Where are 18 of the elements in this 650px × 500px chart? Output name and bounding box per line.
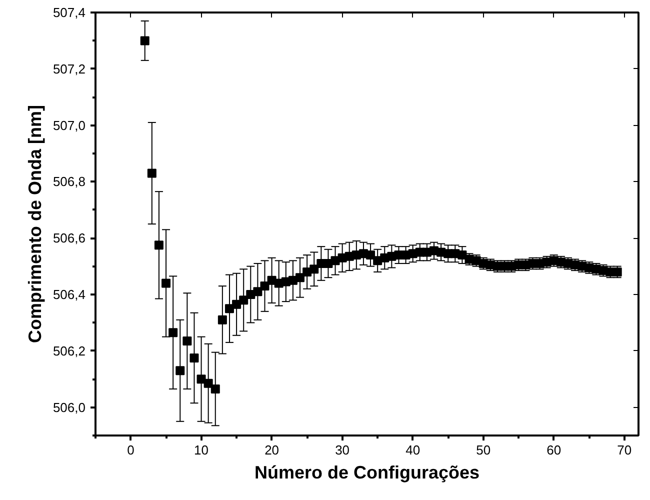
x-tick-label: 0: [127, 442, 134, 458]
x-tick-label: 40: [406, 442, 420, 458]
y-axis-title: Comprimento de Onda [nm]: [24, 105, 45, 343]
y-tick-label: 507,0: [52, 118, 86, 133]
y-tick-label: 506,8: [52, 174, 86, 190]
x-tick-label: 20: [264, 442, 280, 458]
x-tick-label: 10: [194, 442, 209, 458]
x-tick-label: 50: [476, 442, 491, 458]
y-tick-label: 507,4: [52, 5, 86, 20]
y-tick-label: 506,0: [52, 400, 86, 415]
x-tick-label: 70: [617, 442, 632, 458]
x-tick-label: 30: [335, 442, 350, 458]
y-tick-label: 506,6: [52, 230, 86, 246]
y-tick-label: 506,2: [52, 343, 86, 358]
y-tick-label: 507,2: [52, 61, 86, 76]
x-axis-title: Número de Configurações: [254, 462, 480, 482]
x-tick-label: 60: [546, 442, 562, 458]
y-tick-label: 506,4: [52, 287, 86, 302]
